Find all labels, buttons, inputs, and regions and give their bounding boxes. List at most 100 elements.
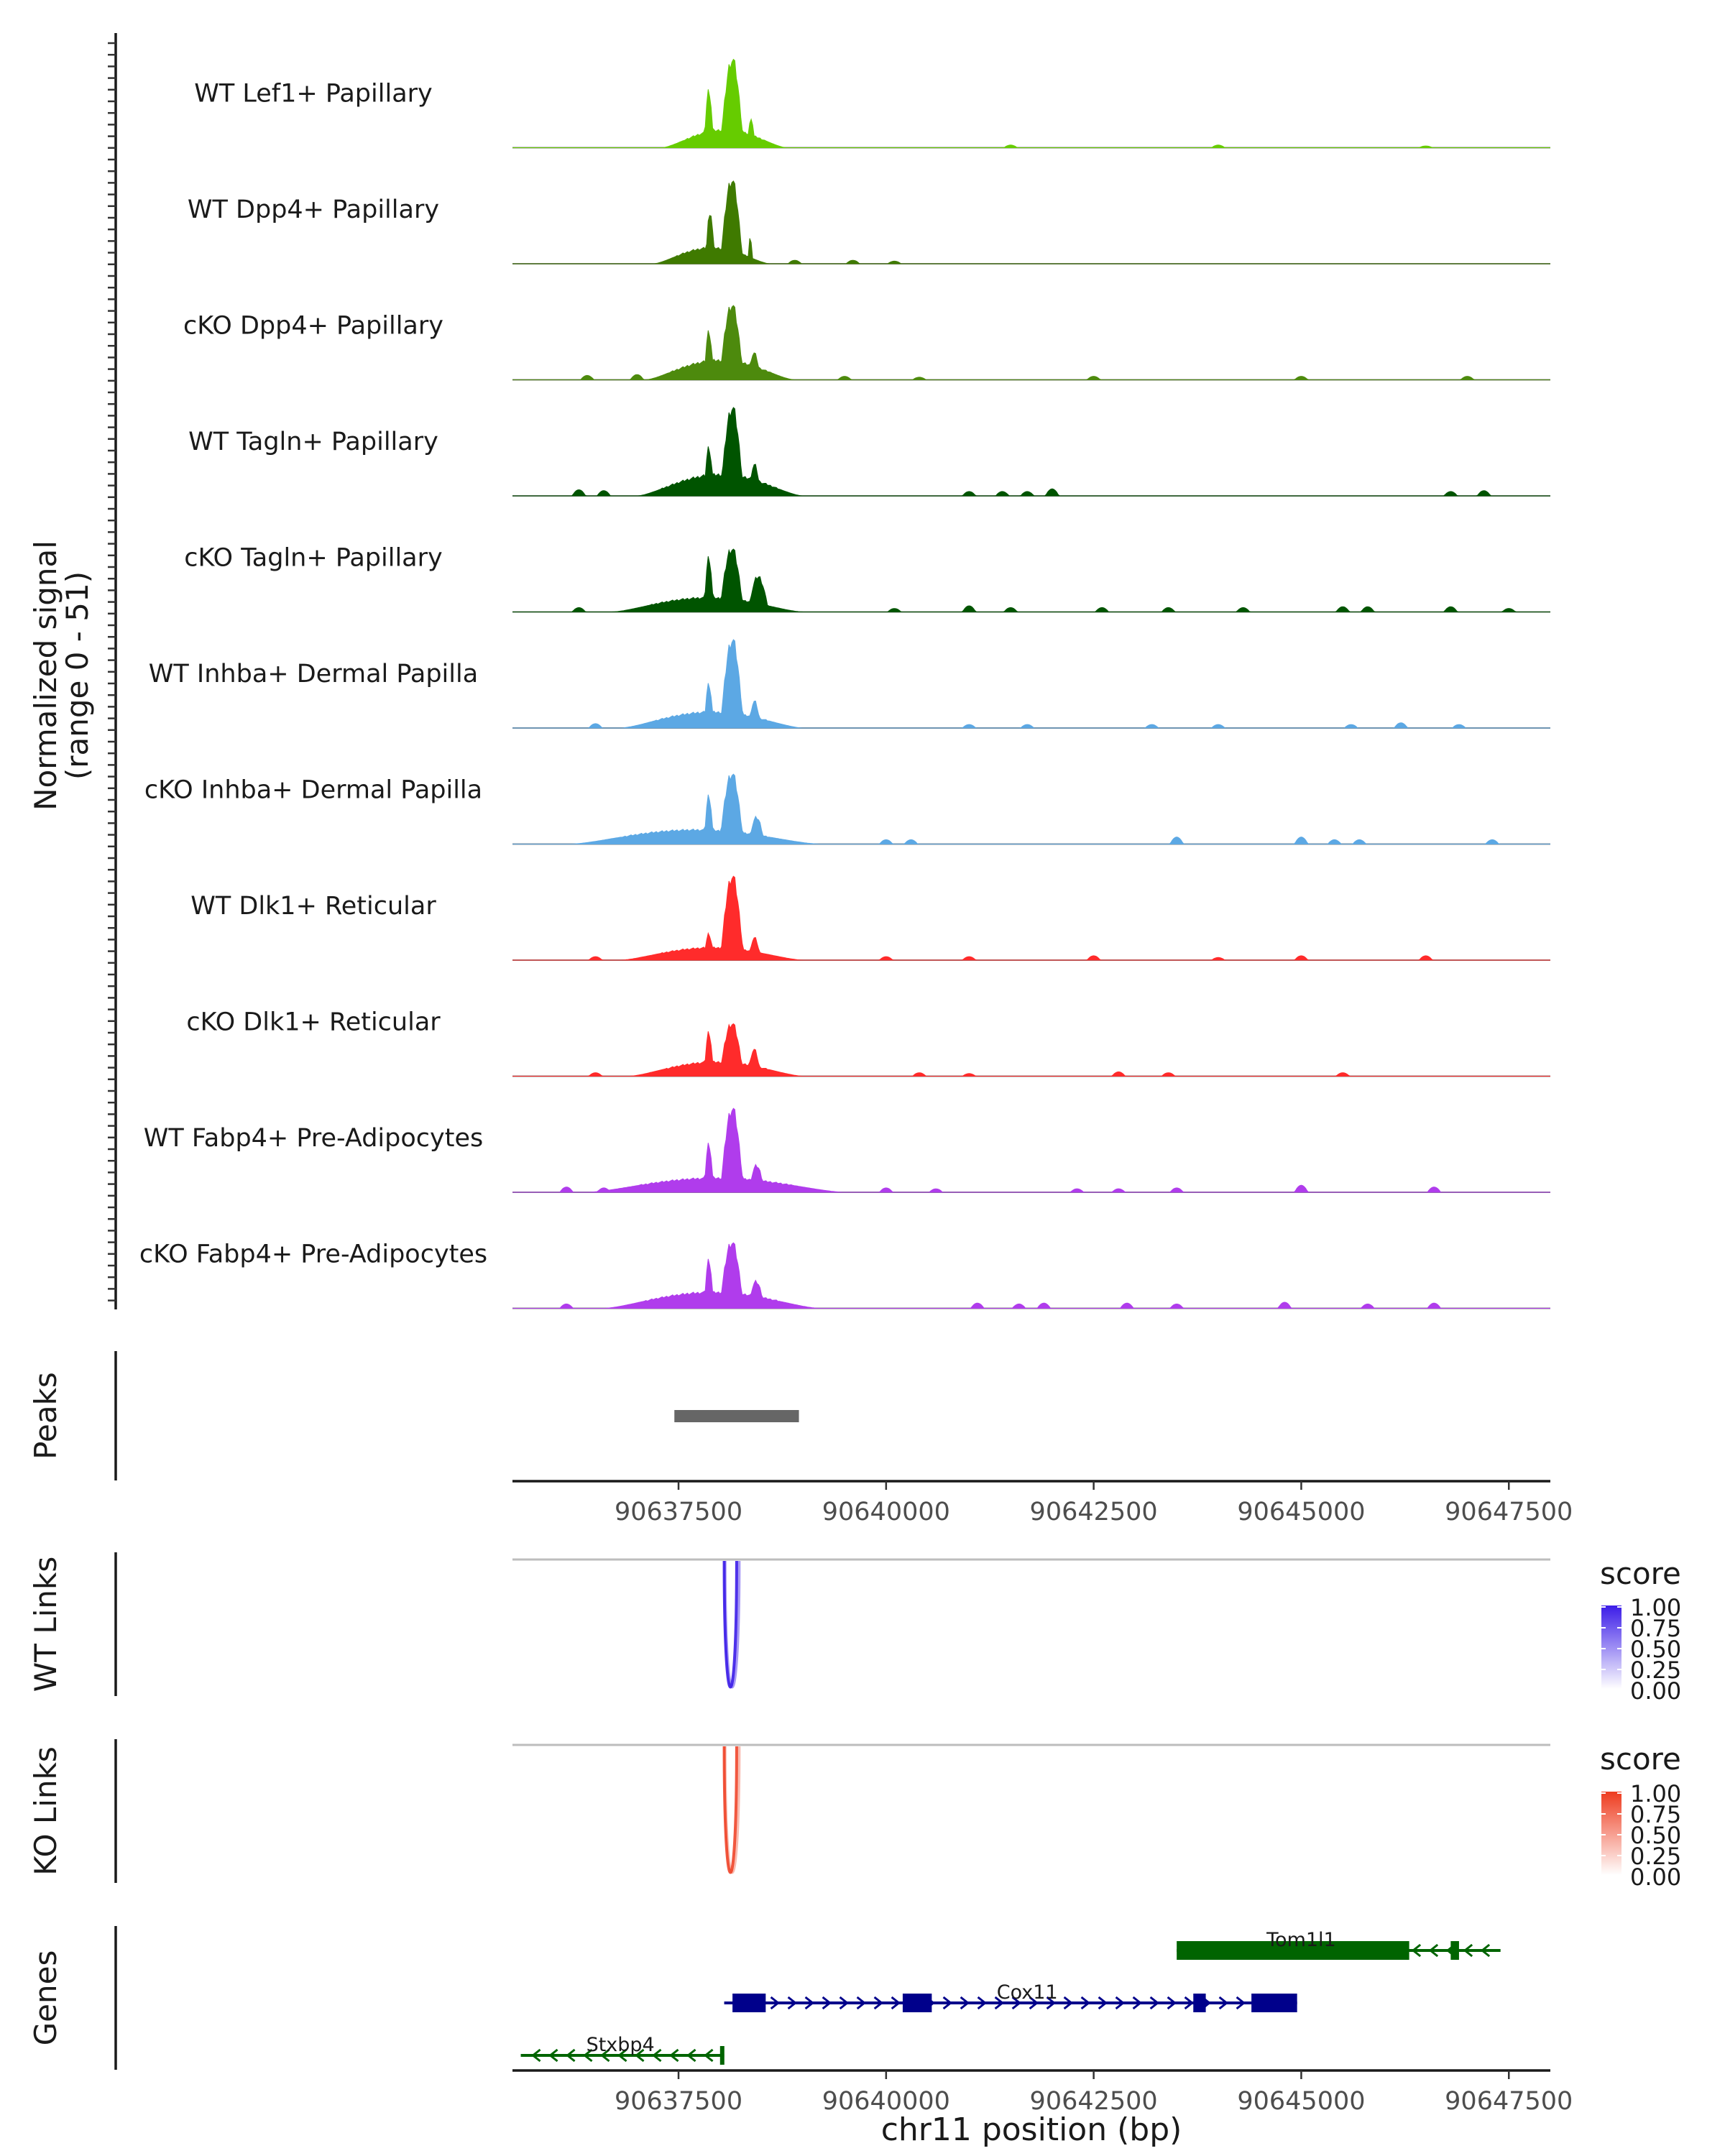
x-tick-label: 90642500	[1030, 2087, 1158, 2116]
coverage-panel: Normalized signal (range 0 - 51) WT Lef1…	[28, 33, 1550, 1309]
strand-arrow	[686, 2048, 696, 2063]
signal-area	[512, 305, 1550, 380]
signal-area	[512, 875, 1550, 961]
strand-arrow	[994, 1996, 1004, 2010]
strand-arrow	[1463, 1943, 1473, 1958]
x-tick-label: 90645000	[1237, 1498, 1365, 1526]
strand-arrow	[1167, 1996, 1177, 2010]
coverage-track: WT Dpp4+ Papillary	[188, 180, 1550, 264]
ko-links-track-label: KO Links	[28, 1746, 63, 1876]
strand-arrow	[1046, 1996, 1056, 2010]
link-arc	[722, 1560, 738, 1689]
signal-area	[512, 407, 1550, 497]
link-arc	[722, 1746, 738, 1874]
peaks-marks	[674, 1410, 799, 1422]
strand-arrow	[1428, 1943, 1439, 1958]
genes-track-label: Genes	[28, 1950, 63, 2046]
gene-model: Stxbp4	[520, 2034, 724, 2065]
coverage-track: cKO Tagln+ Papillary	[184, 544, 1550, 613]
track-label: cKO Tagln+ Papillary	[184, 544, 443, 573]
x-tick-label: 90642500	[1030, 1498, 1158, 1526]
coverage-y-label-line2: (range 0 - 51)	[60, 571, 95, 780]
strand-arrow	[531, 2048, 541, 2063]
track-label: WT Dlk1+ Reticular	[190, 892, 436, 921]
strand-arrow	[942, 1996, 952, 2010]
track-label: cKO Dpp4+ Papillary	[183, 312, 443, 341]
strand-arrow	[548, 2048, 558, 2063]
legend-tick-label: 1.00	[1630, 1780, 1681, 1807]
signal-area	[512, 773, 1550, 844]
ko-links-score-legend: score 1.000.750.500.250.00	[1600, 1741, 1681, 1891]
signal-area	[512, 1242, 1550, 1309]
strand-arrow	[566, 2048, 576, 2063]
strand-arrow	[1132, 1996, 1142, 2010]
strand-arrow	[839, 1996, 849, 2010]
strand-arrow	[652, 2048, 662, 2063]
gene-exon	[1450, 1941, 1459, 1960]
wt-legend-colorbar	[1601, 1606, 1622, 1689]
coverage-track: WT Dlk1+ Reticular	[190, 875, 1550, 961]
ko-legend-title: score	[1600, 1741, 1681, 1777]
coverage-track: WT Lef1+ Papillary	[194, 58, 1550, 149]
peaks-track-label: Peaks	[28, 1372, 63, 1460]
wt-links-track-label: WT Links	[28, 1557, 63, 1692]
legend-tick-label: 1.00	[1630, 1594, 1681, 1621]
coverage-track: cKO Dpp4+ Papillary	[183, 305, 1550, 381]
track-label: WT Lef1+ Papillary	[194, 80, 433, 109]
gene-exon	[902, 1994, 932, 2012]
track-label: cKO Inhba+ Dermal Papilla	[144, 776, 482, 805]
wt-links-panel: WT Links score 1.000.750.500.250.00	[28, 1552, 1681, 1705]
signal-area	[512, 1023, 1550, 1077]
legend-tick-label: 0.75	[1630, 1615, 1681, 1642]
strand-arrow	[617, 2048, 627, 2063]
gene-exon	[1177, 1941, 1409, 1960]
strand-arrow	[635, 2048, 645, 2063]
strand-arrow	[1184, 1996, 1194, 2010]
strand-arrow	[1236, 1996, 1246, 2010]
strand-arrow	[1218, 1996, 1228, 2010]
strand-arrow	[600, 2048, 610, 2063]
signal-area	[512, 1107, 1550, 1193]
coverage-track: cKO Fabp4+ Pre-Adipocytes	[139, 1240, 1550, 1309]
strand-arrow	[1411, 1943, 1422, 1958]
wt-links-marks	[722, 1560, 741, 1689]
track-label: cKO Dlk1+ Reticular	[186, 1008, 441, 1037]
strand-arrow	[977, 1996, 987, 2010]
strand-arrow	[1080, 1996, 1090, 2010]
coverage-track: WT Inhba+ Dermal Papilla	[149, 639, 1550, 729]
legend-tick-label: 0.00	[1630, 1677, 1681, 1705]
coverage-tracks: WT Lef1+ Papillary WT Dpp4+ Papillary cKO …	[139, 58, 1550, 1309]
gene-model: Tom1l1	[1177, 1929, 1501, 1960]
gene-exon	[1193, 1994, 1206, 2012]
peaks-panel: Peaks 90637500 90640000 90642500 90645000 90…	[28, 1351, 1573, 1526]
genes-x-ticks: 90637500 90640000 90642500 90645000 90647500	[615, 2070, 1573, 2116]
coverage-y-ticks	[108, 42, 116, 1302]
strand-arrow	[583, 2048, 593, 2063]
coverage-y-label-line1: Normalized signal	[28, 540, 63, 811]
strand-arrow	[1480, 1943, 1491, 1958]
x-tick-label: 90640000	[822, 1498, 950, 1526]
strand-arrow	[669, 2048, 679, 2063]
track-label: cKO Fabp4+ Pre-Adipocytes	[139, 1240, 487, 1269]
gene-model: Cox11	[724, 1981, 1297, 2012]
x-tick-label: 90647500	[1445, 1498, 1573, 1526]
genes-marks: Tom1l1 Cox11 Stxbp4	[520, 1929, 1501, 2065]
strand-arrow	[873, 1996, 883, 2010]
x-axis-title: chr11 position (bp)	[881, 2111, 1182, 2148]
strand-arrow	[787, 1996, 797, 2010]
track-label: WT Dpp4+ Papillary	[188, 195, 439, 224]
track-label: WT Fabp4+ Pre-Adipocytes	[144, 1124, 483, 1153]
strand-arrow	[1149, 1996, 1159, 2010]
gene-name-label: Stxbp4	[586, 2034, 655, 2056]
strand-arrow	[804, 1996, 814, 2010]
genes-panel: Genes Tom1l1 Cox11 Stxbp4 90637500 90640000…	[28, 1926, 1573, 2148]
ko-links-marks	[722, 1746, 741, 1874]
wt-legend-title: score	[1600, 1556, 1681, 1591]
x-tick-label: 90645000	[1237, 2087, 1365, 2116]
gene-exon	[719, 2046, 724, 2065]
x-tick-label: 90647500	[1445, 2087, 1573, 2116]
strand-arrow	[1098, 1996, 1108, 2010]
strand-arrow	[704, 2048, 714, 2063]
strand-arrow	[1115, 1996, 1125, 2010]
